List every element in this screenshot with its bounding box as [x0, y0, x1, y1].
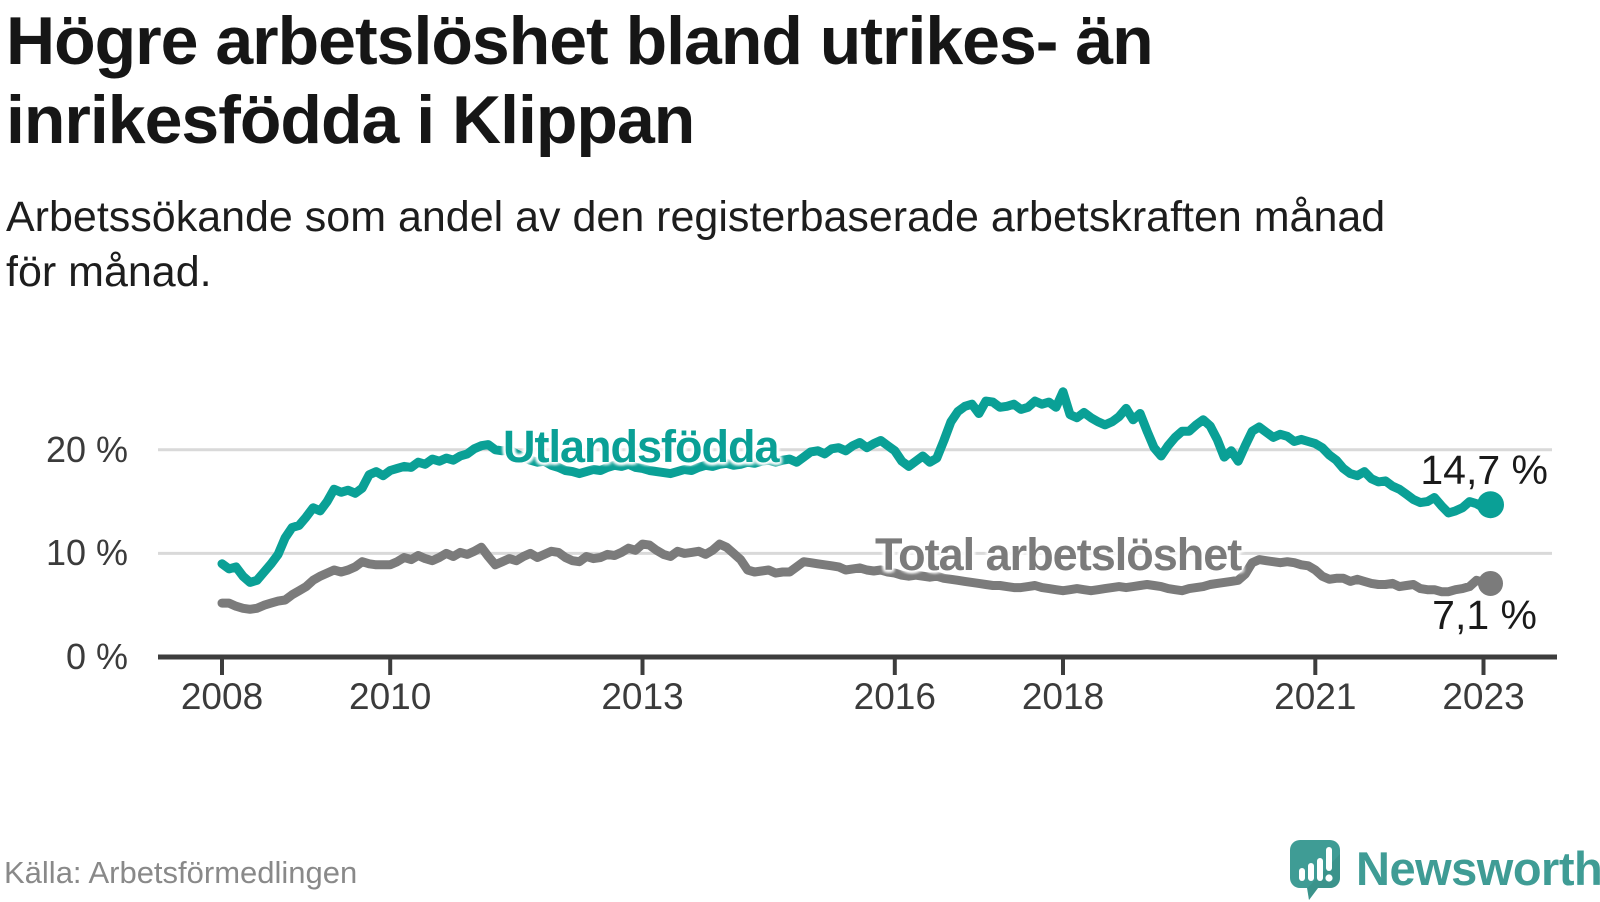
x-tick-label-2016: 2016	[853, 676, 936, 717]
end-value-label-total: 7,1 %	[1432, 592, 1537, 638]
x-tick-label-2023: 2023	[1442, 676, 1525, 717]
chart-title-line1: Högre arbetslöshet bland utrikes- än	[6, 3, 1154, 79]
series-line-utlandsfodda	[217, 387, 1495, 587]
x-axis	[158, 654, 1557, 675]
series-line-total-arbetsloshet	[217, 539, 1495, 614]
x-tick-label-2008: 2008	[180, 676, 264, 717]
x-tick-label-2018: 2018	[1021, 676, 1105, 717]
series-end-dot-utlandsfodda	[1477, 491, 1505, 519]
chart-subtitle-line2: för månad.	[6, 248, 212, 296]
newsworthy-logo-icon	[1290, 840, 1340, 900]
x-tick-label-2021: 2021	[1274, 676, 1357, 717]
end-value-label-utlandsfodda: 14,7 %	[1420, 447, 1548, 493]
y-tick-label-0: 0 %	[65, 636, 128, 677]
chart-title-line2: inrikesfödda i Klippan	[6, 82, 695, 158]
chart-title: Högre arbetslöshet bland utrikes- än inr…	[6, 2, 1586, 160]
chart-subtitle-line1: Arbetssökande som andel av den registerb…	[6, 193, 1386, 241]
series-end-dot-total-arbetsloshet	[1478, 570, 1504, 596]
y-tick-label-10: 10 %	[45, 532, 128, 574]
series-lines	[217, 387, 1505, 614]
y-tick-label-20: 20 %	[45, 428, 128, 470]
series-label-utlandsfodda: Utlandsfödda	[503, 421, 779, 472]
chart-subtitle: Arbetssökande som andel av den registerb…	[6, 190, 1586, 300]
source-attribution: Källa: Arbetsförmedlingen	[4, 855, 358, 890]
x-tick-label-2010: 2010	[349, 676, 432, 717]
x-tick-label-2013: 2013	[601, 676, 684, 717]
newsworthy-logo-text: Newsworthy	[1356, 842, 1600, 895]
series-label-total-arbetsloshet: Total arbetslöshet	[875, 529, 1242, 580]
